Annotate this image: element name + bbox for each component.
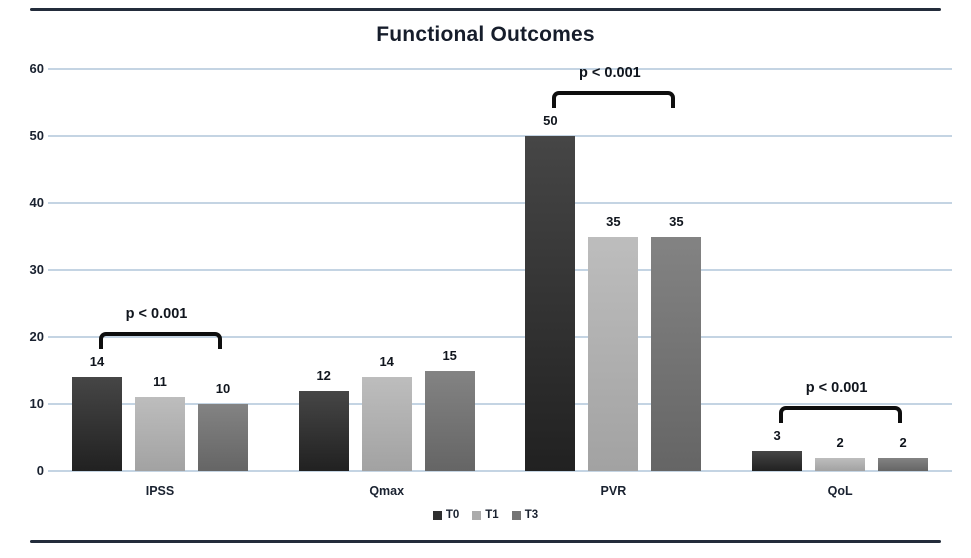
- y-axis-tick-label: 0: [36, 463, 44, 478]
- y-axis-tick-label: 30: [29, 262, 44, 277]
- bar-value-label: 2: [899, 434, 907, 450]
- category-label-ipss: IPSS: [145, 484, 175, 498]
- legend-item-t0: T0: [432, 509, 460, 521]
- y-axis-tick-label: 60: [29, 61, 44, 76]
- bar-t3-qmax: [424, 370, 475, 471]
- gridline-y20: [48, 336, 952, 338]
- y-axis-tick-label: 20: [29, 329, 44, 344]
- gridline-y30: [48, 269, 952, 271]
- y-axis-tick-label: 50: [29, 128, 44, 143]
- bottom-border-line: [30, 540, 941, 543]
- legend-label-t1: T1: [485, 509, 499, 521]
- category-label-qmax: Qmax: [369, 484, 405, 498]
- legend-item-t3: T3: [511, 509, 539, 521]
- bar-value-label: 14: [89, 354, 105, 370]
- significance-bracket-pvr: [552, 91, 676, 108]
- y-axis-tick-label: 40: [29, 195, 44, 210]
- bar-t3-qol: [878, 457, 929, 471]
- bar-t0-qmax: [298, 390, 349, 471]
- bar-value-label: 14: [379, 354, 394, 370]
- legend: T0 T1 T3: [0, 509, 971, 521]
- bar-value-label: 10: [215, 381, 231, 396]
- bar-t0-ipss: [72, 377, 122, 471]
- legend-swatch-t3: [511, 510, 521, 520]
- p-value-label-ipss: p < 0.001: [125, 306, 188, 323]
- bar-value-label: 3: [773, 427, 781, 443]
- bar-t1-qmax: [361, 377, 412, 471]
- bar-t1-qol: [815, 457, 866, 471]
- significance-bracket-qol: [779, 405, 903, 423]
- gridline-y40: [48, 202, 952, 204]
- category-label-pvr: PVR: [600, 484, 627, 498]
- p-value-label-qol: p < 0.001: [805, 379, 868, 396]
- legend-swatch-t1: [472, 510, 482, 520]
- legend-item-t1: T1: [472, 509, 499, 521]
- bar-t0-qol: [752, 450, 803, 471]
- gridline-y0: [48, 470, 952, 472]
- legend-swatch-t0: [432, 510, 442, 520]
- bar-value-label: 11: [153, 374, 167, 390]
- bar-t3-ipss: [198, 404, 248, 471]
- top-border-line: [30, 8, 941, 11]
- bar-t1-ipss: [135, 397, 185, 471]
- bar-value-label: 35: [606, 213, 621, 229]
- gridline-y10: [48, 403, 952, 405]
- bar-value-label: 35: [669, 213, 684, 229]
- significance-bracket-ipss: [99, 332, 222, 350]
- y-axis-tick-label: 10: [29, 396, 44, 411]
- chart-title: Functional Outcomes: [376, 23, 595, 46]
- legend-label-t0: T0: [445, 509, 460, 521]
- bar-value-label: 15: [442, 347, 457, 363]
- bar-value-label: 12: [316, 367, 331, 383]
- legend-label-t3: T3: [524, 509, 539, 521]
- p-value-label-pvr: p < 0.001: [579, 65, 641, 81]
- gridline-y60: [48, 68, 952, 70]
- bar-t1-pvr: [588, 236, 639, 471]
- bar-t0-pvr: [525, 136, 576, 471]
- bar-value-label: 50: [543, 113, 558, 128]
- gridline-y50: [48, 135, 952, 137]
- bar-t3-pvr: [651, 236, 702, 471]
- bar-value-label: 2: [836, 434, 844, 450]
- category-label-qol: QoL: [827, 484, 853, 498]
